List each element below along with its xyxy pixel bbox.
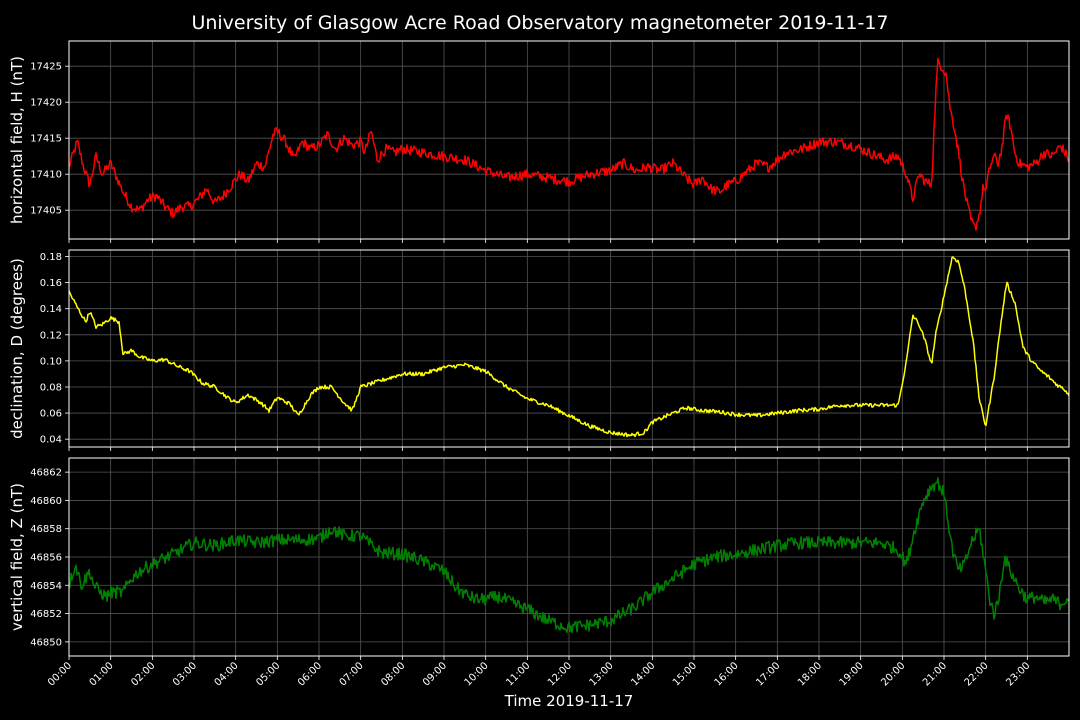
y-tick-label: 46854 <box>30 581 62 592</box>
y-axis-label: declination, D (degrees) <box>8 258 26 439</box>
y-tick-label: 0.18 <box>40 252 62 263</box>
y-tick-label: 46850 <box>30 637 62 648</box>
series-line-horizontal <box>68 57 1070 231</box>
y-tick-label: 0.16 <box>40 278 62 289</box>
y-tick-label: 17410 <box>30 170 62 181</box>
y-tick-label: 17415 <box>30 134 62 145</box>
panel-declination: 0.04 0.06 0.08 0.10 0.12 0.14 0.16 0.18 declinat… <box>8 249 1070 451</box>
y-tick-label: 46862 <box>30 468 62 479</box>
y-tick-label: 0.08 <box>40 382 62 393</box>
y-tick-label: 46860 <box>30 496 62 507</box>
y-tick-label: 46858 <box>30 524 62 535</box>
panel-vertical: 46850 46852 46854 46856 46858 46860 46862 verti… <box>8 457 1070 660</box>
axes-frame <box>68 457 1070 657</box>
x-axis-label: Time 2019-11-17 <box>504 692 634 710</box>
y-tick-label: 46856 <box>30 553 62 564</box>
series-line-declination <box>68 256 1070 438</box>
y-tick-label: 46852 <box>30 609 62 620</box>
axes-frame <box>68 249 1070 448</box>
y-tick-label: 0.14 <box>40 304 62 315</box>
y-axis-label: horizontal field, H (nT) <box>8 56 26 224</box>
y-tick-label: 17425 <box>30 62 62 73</box>
y-tick-label: 0.12 <box>40 330 62 341</box>
axes-frame <box>68 40 1070 240</box>
series-line-vertical <box>68 477 1070 634</box>
chart-title: University of Glasgow Acre Road Observat… <box>191 12 888 34</box>
y-tick-label: 0.04 <box>40 435 62 446</box>
y-tick-label: 0.06 <box>40 409 62 420</box>
y-axis-label: vertical field, Z (nT) <box>8 483 26 631</box>
panel-horizontal: 17405 17410 17415 17420 17425 horizontal fiel… <box>8 40 1070 243</box>
y-tick-label: 17405 <box>30 206 62 217</box>
y-tick-label: 17420 <box>30 98 62 109</box>
y-tick-label: 0.10 <box>40 356 62 367</box>
